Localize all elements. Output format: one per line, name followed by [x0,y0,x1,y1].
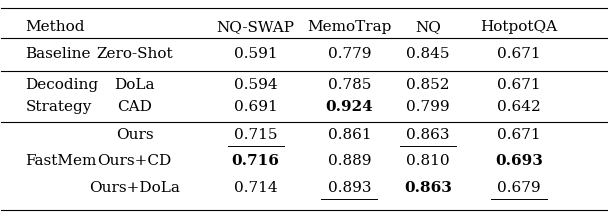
Text: 0.810: 0.810 [406,154,450,168]
Text: Ours+CD: Ours+CD [97,154,171,168]
Text: CAD: CAD [117,100,152,114]
Text: 0.642: 0.642 [497,100,541,114]
Text: 0.714: 0.714 [233,181,277,195]
Text: FastMem: FastMem [26,154,97,168]
Text: 0.591: 0.591 [233,47,277,61]
Text: 0.671: 0.671 [497,78,541,92]
Text: HotpotQA: HotpotQA [480,20,558,34]
Text: Method: Method [26,20,85,34]
Text: 0.889: 0.889 [328,154,371,168]
Text: 0.852: 0.852 [406,78,450,92]
Text: 0.799: 0.799 [406,100,450,114]
Text: 0.594: 0.594 [233,78,277,92]
Text: Zero-Shot: Zero-Shot [96,47,173,61]
Text: DoLa: DoLa [114,78,155,92]
Text: 0.679: 0.679 [497,181,541,195]
Text: 0.693: 0.693 [495,154,543,168]
Text: Ours+DoLa: Ours+DoLa [89,181,180,195]
Text: 0.691: 0.691 [233,100,277,114]
Text: 0.671: 0.671 [497,47,541,61]
Text: 0.779: 0.779 [328,47,371,61]
Text: Baseline: Baseline [26,47,91,61]
Text: MemoTrap: MemoTrap [307,20,392,34]
Text: Strategy: Strategy [26,100,92,114]
Text: NQ: NQ [415,20,441,34]
Text: 0.924: 0.924 [325,100,373,114]
Text: 0.863: 0.863 [406,128,450,142]
Text: 0.715: 0.715 [234,128,277,142]
Text: 0.785: 0.785 [328,78,371,92]
Text: 0.861: 0.861 [328,128,371,142]
Text: 0.716: 0.716 [232,154,280,168]
Text: Decoding: Decoding [26,78,98,92]
Text: 0.671: 0.671 [497,128,541,142]
Text: NQ-SWAP: NQ-SWAP [216,20,295,34]
Text: Ours: Ours [116,128,153,142]
Text: 0.893: 0.893 [328,181,371,195]
Text: 0.845: 0.845 [406,47,450,61]
Text: 0.863: 0.863 [404,181,452,195]
